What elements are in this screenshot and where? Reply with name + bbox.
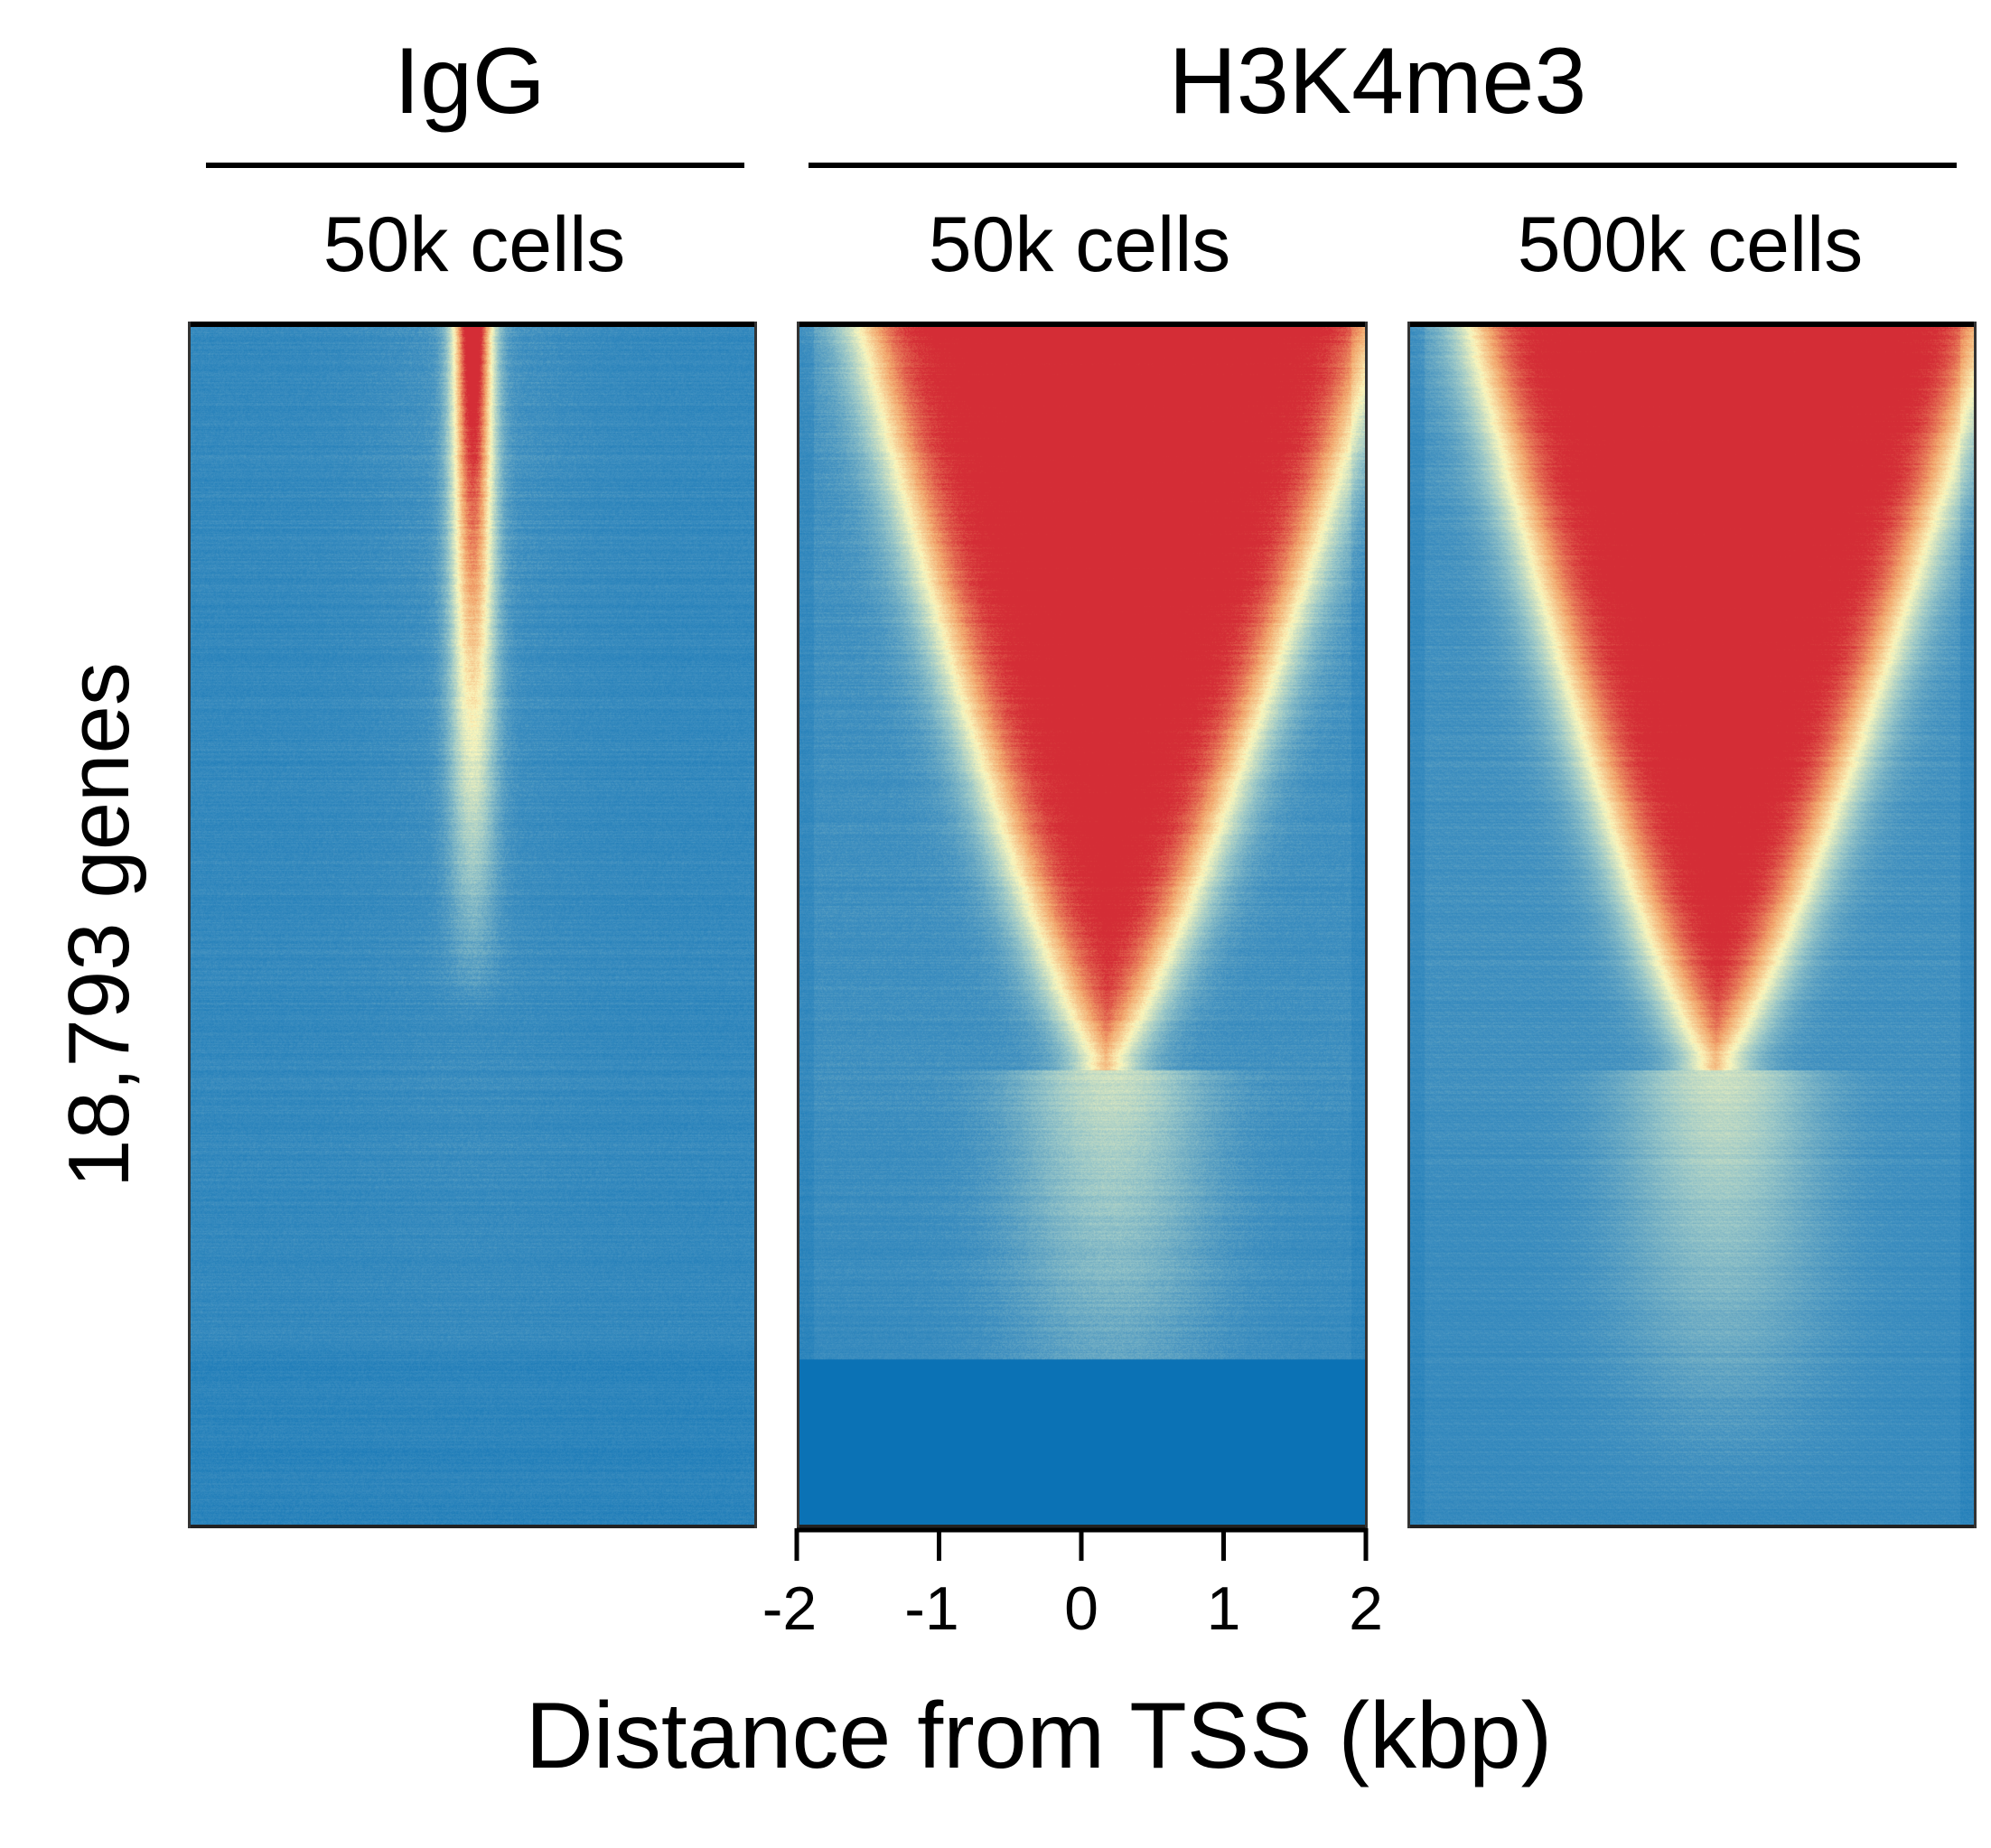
x-tick-label: -2 [762, 1574, 817, 1643]
heatmap-canvas-igg-50k [188, 322, 757, 1528]
panel-top-border [1407, 322, 1977, 327]
heatmap-canvas-h3k4me3-50k [797, 322, 1368, 1528]
group-title-h3k4me3: H3K4me3 [1168, 29, 1587, 134]
panel-left-border [1407, 322, 1410, 1528]
heatmap-panel-igg-50k [188, 322, 757, 1528]
x-tick-label: 1 [1207, 1574, 1241, 1643]
panel-bottom-border [188, 1525, 757, 1528]
group-rule-igg [206, 163, 744, 168]
panel-subtitle-h3k4me3-500k: 500k cells [1517, 201, 1864, 288]
panel-subtitle-igg-50k: 50k cells [322, 201, 626, 288]
heatmap-panel-h3k4me3-50k [797, 322, 1368, 1528]
group-title-igg: IgG [394, 29, 546, 134]
x-tick-label: 2 [1349, 1574, 1383, 1643]
y-axis-label: 18,793 genes [51, 662, 147, 1188]
panel-left-border [797, 322, 799, 1528]
panel-right-border [1365, 322, 1368, 1528]
x-axis: -2 -1 0 1 2 [762, 1527, 1383, 1643]
panel-bottom-border [1407, 1525, 1977, 1528]
panel-right-border [754, 322, 757, 1528]
heatmap-panel-h3k4me3-500k [1407, 322, 1977, 1528]
x-tick-label: -1 [904, 1574, 958, 1643]
panel-subtitle-h3k4me3-50k: 50k cells [928, 201, 1231, 288]
panel-right-border [1974, 322, 1977, 1528]
panel-top-border [797, 322, 1368, 327]
panel-top-border [188, 322, 757, 327]
x-tick-label: 0 [1064, 1574, 1098, 1643]
group-rule-h3k4me3 [809, 163, 1957, 168]
heatmap-canvas-h3k4me3-500k [1407, 322, 1977, 1528]
x-axis-label: Distance from TSS (kbp) [525, 1684, 1553, 1788]
panel-bottom-border [797, 1525, 1368, 1528]
panel-left-border [188, 322, 191, 1528]
